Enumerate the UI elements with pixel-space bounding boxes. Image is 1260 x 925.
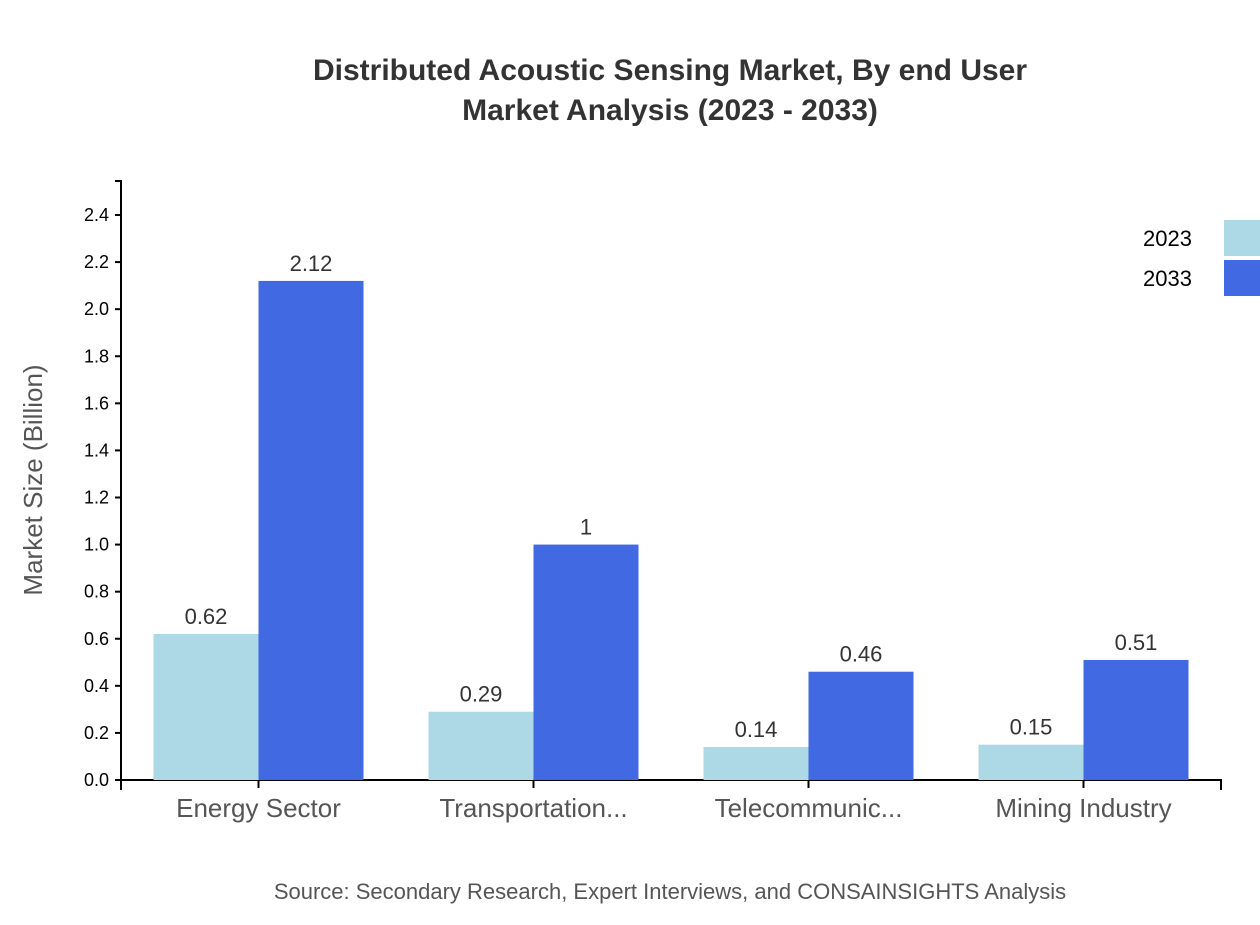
bar-2023 [153,634,259,780]
y-tick-label: 2.4 [84,205,109,225]
bar-2033 [533,544,639,780]
data-label: 0.51 [1115,630,1158,655]
x-axis: Energy Sector Transportation... Telecommun… [120,779,1222,823]
data-label: 0.14 [735,717,778,742]
y-tick-label: 1.2 [84,488,109,508]
bar-2023 [978,744,1084,780]
x-tick-label: Transportation... [439,793,627,823]
bar-2023 [703,747,809,780]
bar-2033 [258,280,364,780]
legend-swatch-2033 [1224,260,1260,296]
legend: 2023 2033 [1143,220,1260,296]
y-tick-label: 0.2 [84,723,109,743]
legend-label: 2033 [1143,266,1192,291]
x-axis-line [120,779,1222,790]
data-label: 1 [580,515,592,540]
y-tick-label: 0.8 [84,582,109,602]
y-tick-label: 1.8 [84,346,109,366]
y-axis-line [115,180,122,781]
y-tick-label: 0.6 [84,629,109,649]
data-label: 0.46 [840,642,883,667]
y-tick-label: 1.4 [84,440,109,460]
x-tick-label: Mining Industry [995,793,1171,823]
x-tick-label: Telecommunic... [715,793,903,823]
legend-swatch-2023 [1224,220,1260,256]
data-label: 0.29 [460,682,503,707]
bars: 0.62 2.12 0.29 1 0.14 0.46 0.15 0.51 [153,251,1189,780]
data-label: 0.15 [1010,715,1053,740]
chart-subtitle: Market Analysis (2023 - 2033) [462,94,878,127]
y-tick-label: 0.0 [84,770,109,790]
chart-title: Distributed Acoustic Sensing Market, By … [313,54,1027,87]
y-tick-label: 2.2 [84,252,109,272]
bar-2033 [808,671,914,780]
bar-2023 [428,711,534,780]
y-tick-label: 1.6 [84,393,109,413]
bar-2033 [1083,659,1189,780]
source-note: Source: Secondary Research, Expert Inter… [274,879,1066,904]
y-axis: 0.0 0.2 0.4 0.6 0.8 1.0 1.2 1.4 1.6 1.8 2.0 2.2 2.4 [84,180,122,790]
data-label: 2.12 [290,251,333,276]
data-label: 0.62 [185,604,228,629]
legend-label: 2023 [1143,226,1192,251]
y-axis-label: Market Size (Billion) [18,364,48,595]
y-tick-label: 0.4 [84,676,109,696]
y-tick-label: 2.0 [84,299,109,319]
y-tick-label: 1.0 [84,535,109,555]
x-tick-label: Energy Sector [176,793,341,823]
